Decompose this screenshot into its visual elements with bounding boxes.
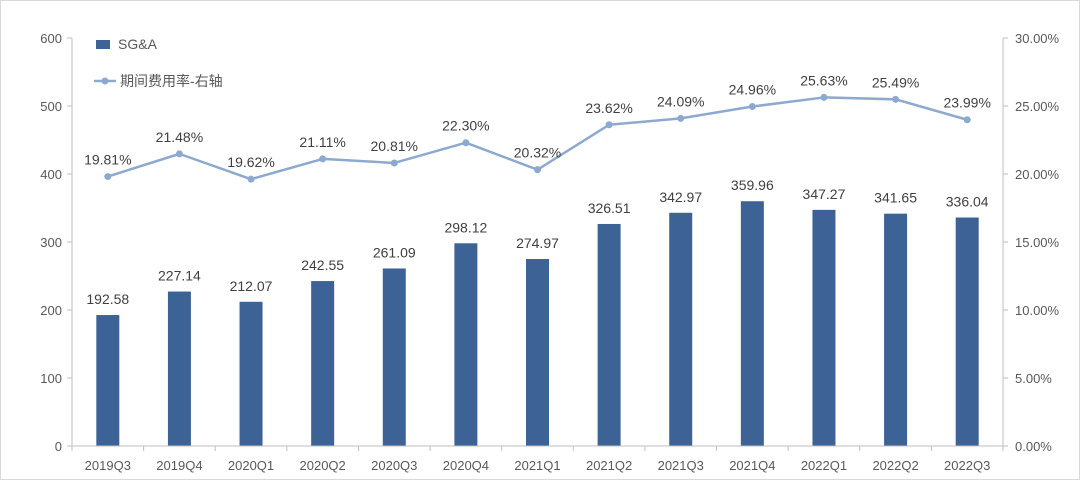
- x-tick-label: 2020Q3: [371, 458, 417, 473]
- bar-sga: [597, 223, 621, 446]
- bar-data-label: 242.55: [301, 257, 344, 273]
- y-left-tick-label: 600: [40, 31, 62, 46]
- bar-sga: [955, 217, 979, 446]
- bar-sga: [239, 301, 263, 446]
- line-point: [963, 116, 971, 124]
- line-point: [319, 155, 327, 163]
- y-left-tick-label: 500: [40, 99, 62, 114]
- line-point: [748, 103, 756, 111]
- legend-swatch-ratio-point: [101, 77, 109, 85]
- line-point: [390, 159, 398, 167]
- bar-sga: [526, 259, 549, 446]
- line-data-label: 24.09%: [657, 93, 704, 109]
- x-tick-label: 2020Q1: [228, 458, 274, 473]
- x-tick-label: 2022Q1: [801, 458, 847, 473]
- bar-data-label: 274.97: [516, 235, 559, 251]
- y-right-tick-label: 15.00%: [1015, 235, 1060, 250]
- line-data-label: 19.81%: [84, 152, 131, 168]
- y-right-tick-label: 30.00%: [1015, 31, 1060, 46]
- x-tick-label: 2020Q2: [300, 458, 346, 473]
- bar-sga: [669, 212, 693, 446]
- line-point: [462, 139, 470, 147]
- y-right-tick-label: 10.00%: [1015, 303, 1060, 318]
- line-data-label: 23.99%: [943, 95, 990, 111]
- line-data-label: 25.63%: [800, 72, 847, 88]
- bar-sga: [812, 209, 836, 446]
- x-tick-label: 2020Q4: [443, 458, 489, 473]
- line-point: [175, 150, 183, 158]
- line-data-label: 20.81%: [371, 138, 418, 154]
- line-data-label: 21.48%: [156, 129, 203, 145]
- x-tick-label: 2019Q4: [156, 458, 202, 473]
- y-right-tick-label: 5.00%: [1015, 371, 1052, 386]
- y-right-tick-label: 0.00%: [1015, 439, 1052, 454]
- line-point: [104, 173, 112, 181]
- x-tick-label: 2021Q3: [658, 458, 704, 473]
- bar-sga: [96, 315, 120, 446]
- y-left-tick-label: 100: [40, 371, 62, 386]
- line-data-label: 22.30%: [442, 118, 489, 134]
- x-tick-label: 2022Q3: [944, 458, 990, 473]
- legend-label-ratio: 期间费用率-右轴: [120, 73, 223, 89]
- line-point: [892, 95, 900, 103]
- bar-sga: [454, 243, 478, 446]
- bar-data-label: 359.96: [731, 177, 774, 193]
- line-point: [534, 166, 541, 174]
- bar-sga: [167, 291, 191, 446]
- bar-data-label: 212.07: [230, 278, 273, 294]
- line-data-label: 25.49%: [872, 74, 919, 90]
- bar-sga: [740, 201, 764, 446]
- bar-data-label: 261.09: [373, 244, 416, 260]
- bar-data-label: 341.65: [874, 190, 917, 206]
- legend-label-sga: SG&A: [118, 36, 158, 52]
- line-point: [605, 121, 613, 129]
- legend-swatch-sga: [96, 40, 110, 49]
- line-data-label: 23.62%: [585, 100, 632, 116]
- bar-data-label: 298.12: [444, 219, 487, 235]
- line-data-label: 21.11%: [299, 134, 345, 150]
- bar-sga: [311, 281, 335, 446]
- x-tick-label: 2019Q3: [85, 458, 131, 473]
- x-tick-label: 2021Q1: [514, 458, 560, 473]
- line-point: [677, 114, 685, 122]
- x-tick-label: 2021Q2: [586, 458, 632, 473]
- bar-sga: [382, 268, 406, 446]
- y-left-tick-label: 300: [40, 235, 62, 250]
- bar-data-label: 227.14: [158, 268, 201, 284]
- bar-data-label: 192.58: [86, 291, 129, 307]
- x-tick-label: 2021Q4: [729, 458, 775, 473]
- bar-data-label: 342.97: [659, 189, 702, 205]
- x-tick-label: 2022Q2: [872, 458, 918, 473]
- line-data-label: 20.32%: [514, 145, 561, 161]
- bar-sga: [884, 213, 908, 446]
- bar-data-label: 326.51: [588, 200, 631, 216]
- y-left-tick-label: 200: [40, 303, 62, 318]
- bar-data-label: 336.04: [946, 193, 989, 209]
- bar-data-label: 347.27: [803, 186, 846, 202]
- y-left-tick-label: 400: [40, 167, 62, 182]
- line-data-label: 24.96%: [729, 82, 776, 98]
- y-left-tick-label: 0: [55, 439, 62, 454]
- line-data-label: 19.62%: [227, 154, 274, 170]
- y-right-tick-label: 20.00%: [1015, 167, 1060, 182]
- line-point: [247, 175, 255, 183]
- y-right-tick-label: 25.00%: [1015, 99, 1060, 114]
- line-point: [820, 93, 828, 101]
